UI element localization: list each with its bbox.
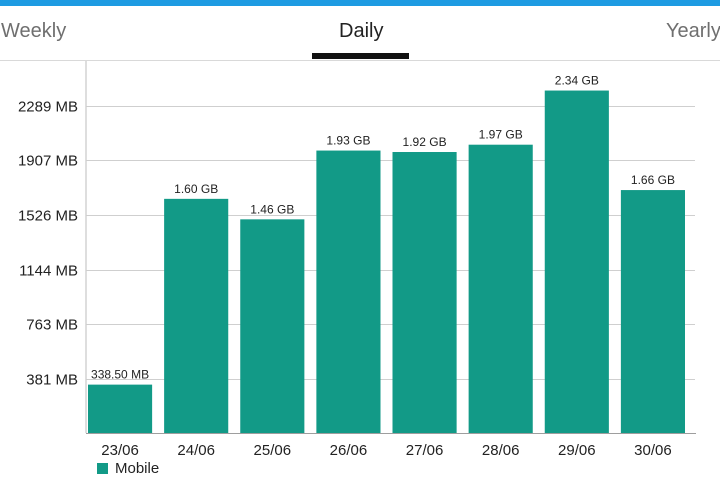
bar-value-label-23/06: 338.50 MB	[91, 368, 149, 382]
bar-25/06	[240, 219, 305, 433]
x-tick-label-28/06: 28/06	[482, 442, 520, 459]
x-tick-label-27/06: 27/06	[406, 442, 444, 459]
bar-value-label-30/06: 1.66 GB	[631, 173, 675, 187]
chart-legend: Mobile	[97, 459, 160, 477]
bar-27/06	[392, 152, 457, 433]
x-tick-label-25/06: 25/06	[254, 442, 292, 459]
bar-value-label-27/06: 1.92 GB	[403, 135, 447, 149]
bar-value-label-28/06: 1.97 GB	[479, 128, 523, 142]
x-tick-label-30/06: 30/06	[634, 442, 672, 459]
y-tick-label-1: 763 MB	[26, 317, 78, 334]
legend-label-mobile: Mobile	[115, 459, 160, 477]
bar-24/06	[164, 198, 229, 433]
bar-26/06	[316, 150, 381, 434]
x-tick-label-23/06: 23/06	[101, 442, 139, 459]
y-tick-label-3: 1526 MB	[18, 208, 78, 225]
period-tabs: Weekly Daily Yearly	[0, 6, 720, 60]
tab-yearly[interactable]: Yearly	[666, 20, 720, 42]
bar-29/06	[544, 90, 609, 433]
active-tab-indicator	[312, 53, 409, 59]
y-tick-label-5: 2289 MB	[18, 99, 78, 116]
tabs-divider	[0, 60, 720, 61]
bar-30/06	[620, 190, 685, 433]
bar-value-label-29/06: 2.34 GB	[555, 74, 599, 88]
y-tick-label-4: 1907 MB	[18, 153, 78, 170]
x-tick-label-26/06: 26/06	[330, 442, 368, 459]
usage-bar-chart: 381 MB 763 MB 1144 MB 1526 MB 1907 MB 2289 MB…	[18, 61, 696, 459]
x-tick-label-24/06: 24/06	[177, 442, 215, 459]
tab-daily[interactable]: Daily	[339, 20, 384, 42]
legend-swatch-mobile	[97, 462, 108, 474]
y-tick-label-0: 381 MB	[26, 372, 78, 389]
bar-23/06	[88, 384, 153, 433]
bar-28/06	[468, 144, 533, 433]
bar-value-label-24/06: 1.60 GB	[174, 182, 218, 196]
bar-value-label-26/06: 1.93 GB	[326, 134, 370, 148]
x-tick-label-29/06: 29/06	[558, 442, 596, 459]
bar-value-label-25/06: 1.46 GB	[250, 202, 294, 216]
tab-weekly[interactable]: Weekly	[1, 20, 67, 42]
top-accent-bar	[0, 0, 720, 6]
y-tick-label-2: 1144 MB	[19, 263, 78, 280]
